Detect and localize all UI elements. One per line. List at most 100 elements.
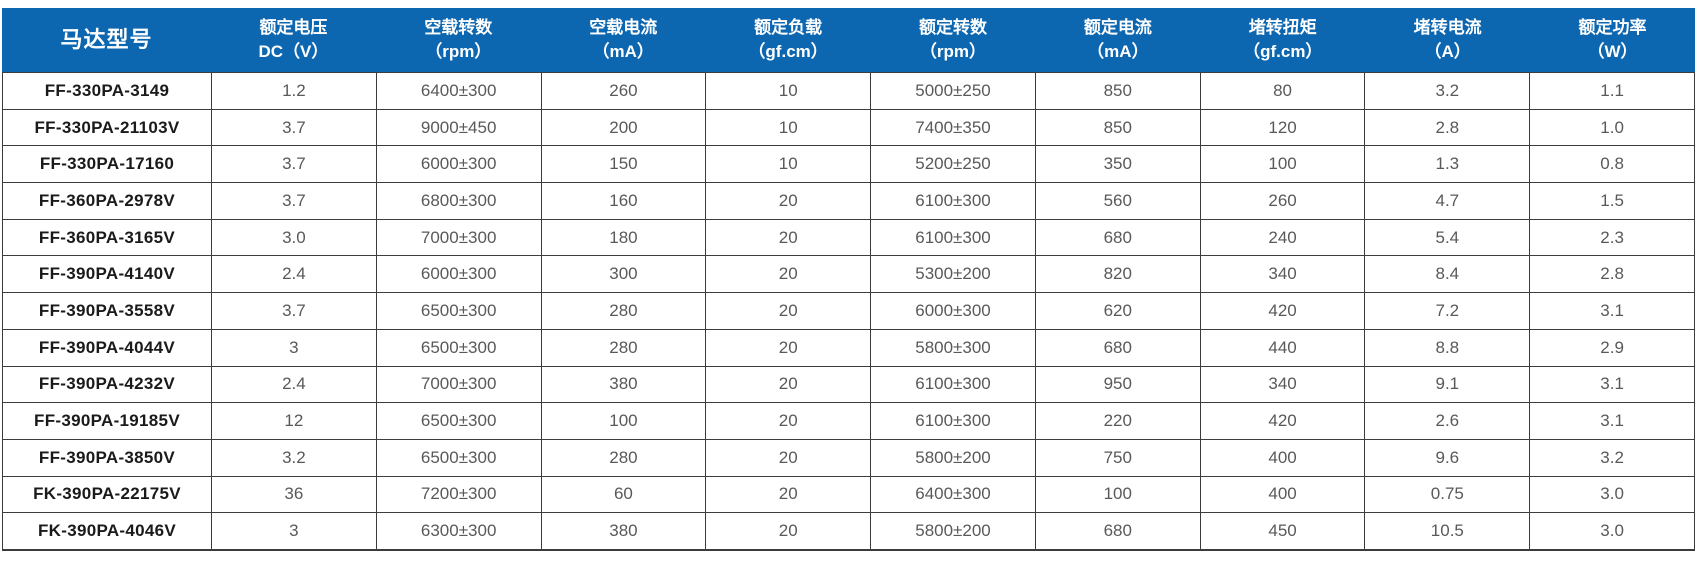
column-header-line1: 空载转数 (424, 18, 493, 37)
value-cell: 6500±300 (376, 293, 542, 330)
value-cell: 100 (541, 403, 707, 440)
value-cell: 60 (541, 476, 707, 514)
value-cell: 2.4 (212, 366, 377, 404)
value-cell: 280 (541, 439, 707, 477)
value-cell: 10 (706, 109, 872, 147)
motor-model-cell: FF-390PA-4044V (3, 329, 212, 367)
value-cell: 20 (706, 256, 872, 294)
value-cell: 9000±450 (376, 109, 542, 147)
value-cell: 20 (706, 513, 872, 550)
value-cell: 0.75 (1365, 476, 1531, 514)
value-cell: 750 (1035, 439, 1201, 477)
value-cell: 280 (541, 329, 707, 367)
value-cell: 5.4 (1365, 219, 1531, 257)
value-cell: 380 (541, 513, 707, 550)
motor-model-cell: FF-390PA-4232V (3, 366, 212, 404)
value-cell: 7200±300 (376, 476, 542, 514)
value-cell: 6100±300 (871, 219, 1036, 257)
table-row: FF-330PA-21103V 3.7 9000±450 200 10 7400±350 8… (3, 109, 1695, 147)
value-cell: 1.3 (1365, 146, 1531, 184)
value-cell: 420 (1200, 403, 1366, 440)
motor-model-cell: FF-390PA-3850V (3, 439, 212, 477)
table-row: FK-390PA-4046V 3 6300±300 380 20 5800±200 680 4… (3, 513, 1695, 550)
motor-model-cell: FF-390PA-3558V (3, 293, 212, 330)
value-cell: 200 (541, 109, 707, 147)
value-cell: 5800±300 (871, 329, 1036, 367)
value-cell: 950 (1035, 366, 1201, 404)
value-cell: 400 (1200, 476, 1366, 514)
column-header: 空载转数 （rpm） (376, 16, 541, 64)
column-header: 堵转电流 （A） (1365, 16, 1530, 64)
value-cell: 20 (706, 439, 872, 477)
column-header-line2: （A） (1424, 42, 1471, 61)
value-cell: 2.8 (1365, 109, 1531, 147)
table-row: FF-360PA-3165V 3.0 7000±300 180 20 6100±300 68… (3, 219, 1695, 257)
column-header-line1: 空载电流 (589, 18, 658, 37)
value-cell: 3.1 (1530, 366, 1695, 404)
value-cell: 3.2 (1365, 73, 1531, 110)
table-row: FF-390PA-4044V 3 6500±300 280 20 5800±300 680 4… (3, 329, 1695, 367)
column-header: 额定功率 （W） (1530, 16, 1695, 64)
table-row: FF-330PA-3149 1.2 6400±300 260 10 5000±250 850… (3, 73, 1695, 110)
column-header: 空载电流 （mA） (541, 16, 706, 64)
value-cell: 1.2 (212, 73, 377, 110)
value-cell: 0.8 (1530, 146, 1695, 184)
value-cell: 6400±300 (376, 73, 542, 110)
value-cell: 2.9 (1530, 329, 1695, 367)
value-cell: 3.0 (1530, 513, 1695, 550)
value-cell: 5000±250 (871, 73, 1036, 110)
column-header: 额定电流 （mA） (1035, 16, 1200, 64)
value-cell: 80 (1200, 73, 1366, 110)
value-cell: 120 (1200, 109, 1366, 147)
value-cell: 3 (212, 329, 377, 367)
motor-model-cell: FF-330PA-21103V (3, 109, 212, 147)
value-cell: 20 (706, 183, 872, 220)
value-cell: 20 (706, 219, 872, 257)
column-header-line1: 额定转数 (918, 18, 987, 37)
value-cell: 10.5 (1365, 513, 1531, 550)
column-header-model: 马达型号 (60, 27, 153, 52)
value-cell: 6300±300 (376, 513, 542, 550)
value-cell: 6000±300 (376, 146, 542, 184)
value-cell: 36 (212, 476, 377, 514)
value-cell: 4.7 (1365, 183, 1531, 220)
table-row: FF-360PA-2978V 3.7 6800±300 160 20 6100±300 56… (3, 183, 1695, 220)
motor-model-cell: FF-330PA-3149 (3, 73, 212, 110)
value-cell: 9.6 (1365, 439, 1531, 477)
value-cell: 820 (1035, 256, 1201, 294)
value-cell: 5800±200 (871, 439, 1036, 477)
value-cell: 450 (1200, 513, 1366, 550)
value-cell: 220 (1035, 403, 1201, 440)
table-row: FF-390PA-19185V 12 6500±300 100 20 6100±300 22… (3, 403, 1695, 440)
value-cell: 3.7 (212, 183, 377, 220)
value-cell: 3.2 (1530, 439, 1695, 477)
value-cell: 850 (1035, 73, 1201, 110)
column-header-line2: （W） (1587, 42, 1638, 61)
table-row: FF-390PA-3558V 3.7 6500±300 280 20 6000±300 62… (3, 293, 1695, 330)
column-header: 堵转扭矩 （gf.cm） (1200, 16, 1365, 64)
value-cell: 7000±300 (376, 366, 542, 404)
value-cell: 340 (1200, 366, 1366, 404)
value-cell: 6100±300 (871, 403, 1036, 440)
column-header-line2: （rpm） (425, 42, 492, 61)
value-cell: 260 (541, 73, 707, 110)
value-cell: 560 (1035, 183, 1201, 220)
value-cell: 7000±300 (376, 219, 542, 257)
motor-model-cell: FF-390PA-19185V (3, 403, 212, 440)
value-cell: 3.7 (212, 293, 377, 330)
column-header-line1: 堵转扭矩 (1248, 18, 1317, 37)
value-cell: 8.4 (1365, 256, 1531, 294)
value-cell: 3.0 (1530, 476, 1695, 514)
column-header: 额定电压 DC（V） (211, 16, 376, 64)
value-cell: 20 (706, 293, 872, 330)
value-cell: 3.2 (212, 439, 377, 477)
column-header: 额定转数 （rpm） (871, 16, 1036, 64)
column-header-line2: （mA） (592, 42, 654, 61)
value-cell: 280 (541, 293, 707, 330)
column-header-line1: 额定功率 (1578, 18, 1647, 37)
column-header-line1: 额定电流 (1083, 18, 1152, 37)
motor-model-cell: FF-390PA-4140V (3, 256, 212, 294)
value-cell: 7400±350 (871, 109, 1036, 147)
value-cell: 6100±300 (871, 366, 1036, 404)
value-cell: 850 (1035, 109, 1201, 147)
